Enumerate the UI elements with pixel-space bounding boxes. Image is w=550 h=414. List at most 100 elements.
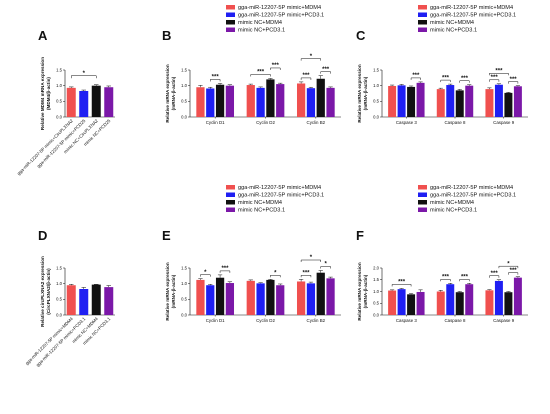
y-axis-label-line: Relative MDM4 mRNA expression xyxy=(40,57,45,130)
significance-label: * xyxy=(310,54,313,60)
significance-bracket xyxy=(270,275,281,278)
significance-label: *** xyxy=(303,270,311,276)
legend-label: gga-miR-12207-5P mimic+MDM4 xyxy=(238,185,321,191)
significance-label: *** xyxy=(491,271,499,277)
legend-label: gga-miR-12207-5P mimic+PCD3.1 xyxy=(238,13,324,19)
legend-swatch xyxy=(226,12,235,17)
significance-label: *** xyxy=(510,77,518,83)
y-tick-label: 0.5 xyxy=(56,99,62,104)
significance-label: *** xyxy=(491,75,499,81)
bar xyxy=(513,86,522,117)
legend-label: mimic NC+PCD3.1 xyxy=(238,208,285,214)
bar xyxy=(316,272,325,315)
bar xyxy=(215,277,225,315)
significance-bracket xyxy=(219,270,231,273)
y-tick-label: 0.0 xyxy=(56,312,62,317)
bar xyxy=(326,278,335,315)
y-tick-label: 1.5 xyxy=(181,67,187,72)
significance-bracket xyxy=(71,75,97,79)
significance-bracket xyxy=(498,265,519,269)
legend-swatch xyxy=(418,200,427,205)
panel-d: D 0.0 0.5 1.0 1.5 Relative circPLXNA2 express… xyxy=(24,228,115,368)
y-tick-label: 1.0 xyxy=(181,281,187,286)
significance-label: *** xyxy=(461,76,469,82)
bar xyxy=(79,90,89,117)
y-axis-label: Relative mRNA expression(mRNA-β-actin) xyxy=(165,64,176,122)
bar xyxy=(276,84,285,117)
y-axis-label-line: (mRNA-β-actin) xyxy=(171,274,176,308)
significance-label: *** xyxy=(398,280,406,286)
significance-label: *** xyxy=(257,70,265,76)
x-category-label: Caspase 8 xyxy=(445,318,467,323)
y-axis-label: Relative MDM4 mRNA expression(MDM4/β-act… xyxy=(40,57,51,130)
bar xyxy=(215,84,225,117)
legend-swatch xyxy=(226,207,235,212)
panel-a: A 0.0 0.5 1.0 1.5 Relative MDM4 mRNA expressi… xyxy=(16,28,115,176)
bar xyxy=(436,89,445,117)
significance-label: *** xyxy=(442,75,450,81)
significance-label: *** xyxy=(412,73,420,79)
bar xyxy=(446,284,455,315)
y-axis-label-line: (MDM4/β-actin) xyxy=(46,77,51,110)
bar xyxy=(485,89,494,117)
significance-bracket xyxy=(320,266,331,269)
legend-label: mimic NC+MDM4 xyxy=(430,20,474,26)
x-category-label: Caspase 8 xyxy=(445,120,467,125)
bar xyxy=(206,88,215,117)
y-axis-label-line: Relative mRNA expression xyxy=(165,64,170,122)
bar xyxy=(256,87,265,117)
panel-letter: D xyxy=(38,228,47,243)
x-category-label: Caspase 9 xyxy=(493,120,515,125)
y-tick-label: 2.0 xyxy=(373,265,379,270)
bar xyxy=(504,292,513,315)
bar xyxy=(388,85,397,117)
bar xyxy=(455,292,464,315)
y-tick-label: 1.0 xyxy=(181,83,187,88)
x-category-label: Caspase 3 xyxy=(396,318,418,323)
significance-label: * xyxy=(204,270,207,276)
significance-bracket xyxy=(210,79,221,82)
significance-label: *** xyxy=(495,68,503,74)
bar xyxy=(104,287,114,315)
y-tick-label: 1.0 xyxy=(373,83,379,88)
bar xyxy=(196,87,205,117)
legend-label: mimic NC+MDM4 xyxy=(238,200,282,206)
y-tick-label: 1.5 xyxy=(56,67,62,72)
y-axis-label-line: Relative circPLXNA2 expression xyxy=(40,256,45,327)
bar xyxy=(397,85,406,117)
y-axis-label-line: Relative mRNA expression xyxy=(357,262,362,320)
bar xyxy=(436,291,445,315)
legend-swatch xyxy=(226,200,235,205)
significance-bracket xyxy=(300,259,321,263)
bar xyxy=(465,85,474,117)
bar xyxy=(296,281,306,315)
y-tick-label: 1.5 xyxy=(373,67,379,72)
y-tick-label: 0.5 xyxy=(181,297,187,302)
legend-swatch xyxy=(418,207,427,212)
bar xyxy=(276,285,285,315)
significance-bracket xyxy=(459,279,470,282)
significance-bracket xyxy=(250,74,271,77)
bar xyxy=(225,283,235,315)
significance-label: *** xyxy=(272,63,280,69)
legend-swatch xyxy=(226,20,235,25)
legend-label: gga-miR-12207-5P mimic+PCD3.1 xyxy=(430,193,516,199)
significance-bracket xyxy=(320,71,331,74)
y-tick-label: 0.0 xyxy=(181,312,187,317)
y-tick-label: 1.5 xyxy=(56,265,62,270)
bar xyxy=(397,289,406,315)
legend-swatch xyxy=(226,5,235,10)
bar xyxy=(485,290,494,315)
y-axis-label: Relative mRNA expression(mRNA-β-actin) xyxy=(357,64,368,122)
significance-bracket xyxy=(300,275,312,278)
significance-bracket xyxy=(440,279,451,282)
x-category-label: Cyclin D2 xyxy=(256,318,275,323)
y-tick-label: 0.0 xyxy=(373,114,379,119)
panel-letter: B xyxy=(162,28,171,43)
significance-bracket xyxy=(459,80,470,83)
x-category-label: Cyclin B2 xyxy=(307,318,326,323)
bar xyxy=(206,285,215,315)
significance-label: *** xyxy=(442,274,450,280)
legend-swatch xyxy=(418,20,427,25)
